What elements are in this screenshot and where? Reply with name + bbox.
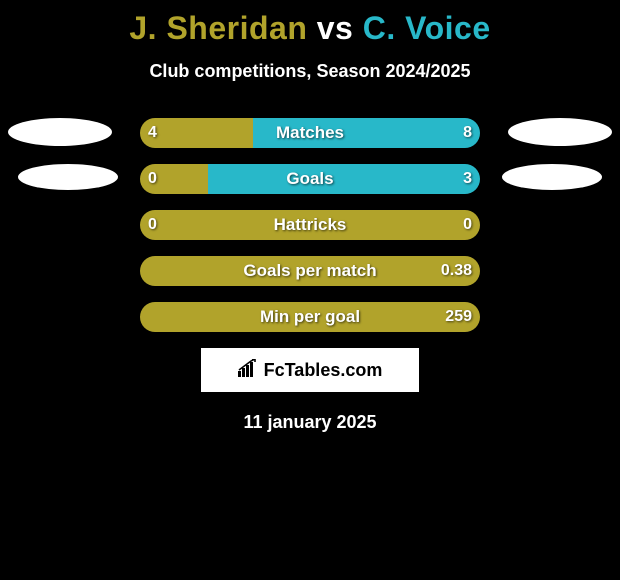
stat-value-left: 4 bbox=[148, 118, 157, 148]
bar-left bbox=[140, 302, 480, 332]
bar-left bbox=[140, 210, 480, 240]
bar-container bbox=[140, 118, 480, 148]
stat-row-min-per-goal: Min per goal 259 bbox=[0, 302, 620, 332]
stat-value-left: 0 bbox=[148, 164, 157, 194]
stat-value-right: 0.38 bbox=[441, 256, 472, 286]
subtitle: Club competitions, Season 2024/2025 bbox=[0, 61, 620, 82]
stat-row-matches: 4 Matches 8 bbox=[0, 118, 620, 148]
stat-row-goals: 0 Goals 3 bbox=[0, 164, 620, 194]
stat-value-right: 8 bbox=[463, 118, 472, 148]
stat-value-left: 0 bbox=[148, 210, 157, 240]
player2-name: C. Voice bbox=[363, 10, 491, 46]
bar-container bbox=[140, 256, 480, 286]
player1-badge-icon bbox=[8, 118, 112, 146]
brand-box[interactable]: FcTables.com bbox=[201, 348, 419, 392]
bar-right bbox=[208, 164, 480, 194]
vs-text: vs bbox=[317, 10, 354, 46]
bar-left bbox=[140, 256, 480, 286]
player2-badge-icon bbox=[502, 164, 602, 190]
brand-text: FcTables.com bbox=[264, 360, 383, 381]
player2-badge-icon bbox=[508, 118, 612, 146]
stat-value-right: 259 bbox=[445, 302, 472, 332]
bar-right bbox=[253, 118, 480, 148]
bar-container bbox=[140, 210, 480, 240]
bar-chart-icon bbox=[238, 359, 260, 382]
player1-badge-icon bbox=[18, 164, 118, 190]
date-text: 11 january 2025 bbox=[0, 412, 620, 433]
player1-name: J. Sheridan bbox=[129, 10, 307, 46]
stat-row-goals-per-match: Goals per match 0.38 bbox=[0, 256, 620, 286]
chart-area: 4 Matches 8 0 Goals 3 0 Hattricks 0 Goal… bbox=[0, 118, 620, 332]
bar-container bbox=[140, 164, 480, 194]
bar-container bbox=[140, 302, 480, 332]
stat-value-right: 0 bbox=[463, 210, 472, 240]
stat-row-hattricks: 0 Hattricks 0 bbox=[0, 210, 620, 240]
comparison-title: J. Sheridan vs C. Voice bbox=[0, 0, 620, 47]
stat-value-right: 3 bbox=[463, 164, 472, 194]
